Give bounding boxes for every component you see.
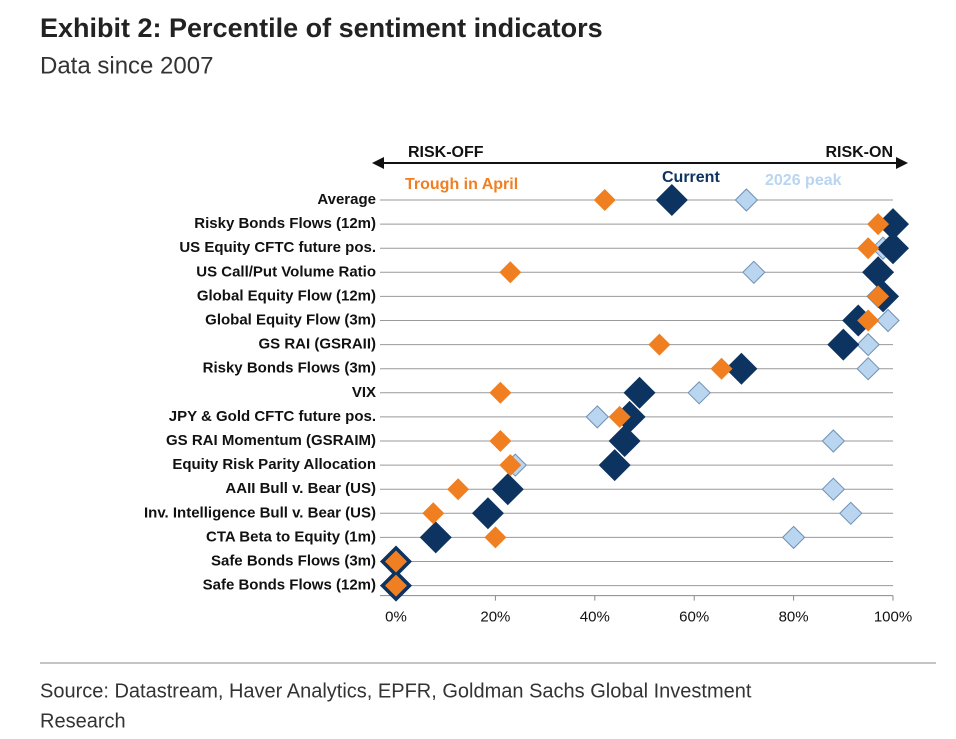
diamond-marker [827,328,860,361]
source: Research [40,710,126,732]
category-label: GS RAI (GSRAII) [258,336,376,353]
risk-on-label: RISK-ON [825,144,893,161]
category-label: Average [317,191,376,208]
diamond-marker [725,352,758,385]
diamond-marker [489,430,512,452]
category-label: Risky Bonds Flows (3m) [203,360,376,377]
category-label: Equity Risk Parity Allocation [172,456,376,473]
diamond-marker [419,521,452,554]
diamond-marker [742,260,766,285]
diamond-marker [593,189,616,211]
category-label: Global Equity Flow (12m) [197,287,376,304]
diamond-marker [608,405,631,428]
category-label: Safe Bonds Flows (12m) [203,577,376,594]
category-label: Inv. Intelligence Bull v. Bear (US) [144,504,376,521]
diamond-marker [491,473,524,506]
diamond-marker [877,208,909,241]
diamond-marker [877,232,909,265]
x-tick-label: 80% [779,609,809,626]
category-label: CTA Beta to Equity (1m) [206,528,376,545]
category-label: Global Equity Flow (3m) [205,311,376,328]
category-label: Safe Bonds Flows (3m) [211,552,376,569]
diamond-marker [821,477,846,501]
diamond-marker [385,550,407,573]
category-label: US Call/Put Volume Ratio [196,263,376,280]
category-label: Risky Bonds Flows (12m) [194,215,376,232]
diamond-marker [385,574,407,597]
diamond-marker [655,184,688,216]
diamond-marker [781,525,806,550]
diamond-marker [734,188,759,212]
diamond-marker [857,237,880,260]
x-tick-label: 100% [874,609,912,626]
risk-off-label: RISK-OFF [408,144,484,161]
diamond-marker [484,526,507,549]
diamond-marker [857,309,880,332]
category-label: GS RAI Momentum (GSRAIM) [166,432,376,449]
legend-label: Current [662,169,720,186]
diamond-marker [862,256,895,289]
chart-title: Exhibit 2: Percentile of sentiment indic… [40,13,603,43]
diamond-marker [687,381,711,405]
diamond-marker [876,308,900,333]
x-tick-label: 20% [480,609,510,626]
diamond-marker [623,376,656,409]
diamond-marker [585,405,609,429]
diamond-marker [839,501,863,526]
diamond-marker [489,381,512,404]
diamond-marker [867,213,890,236]
arrow-head-left [372,157,384,169]
diamond-marker [447,478,470,501]
diamond-marker [856,332,880,357]
source: Source: Datastream, Haver Analytics, EPF… [40,680,752,702]
category-label: JPY & Gold CFTC future pos. [169,408,376,425]
category-label: US Equity CFTC future pos. [179,239,376,256]
diamond-marker [499,261,522,284]
diamond-marker [608,425,641,457]
diamond-marker [422,502,445,525]
x-tick-label: 0% [385,609,407,626]
category-label: VIX [352,384,376,401]
arrow-head-right [896,157,908,169]
category-label: AAII Bull v. Bear (US) [225,480,376,497]
chart-subtitle: Data since 2007 [40,52,213,79]
diamond-marker [867,285,890,308]
diamond-marker [856,356,880,381]
legend-label: Trough in April [405,176,518,193]
diamond-marker [598,449,631,482]
legend-label: 2026 peak [765,172,842,189]
x-tick-label: 40% [580,609,610,626]
diamond-marker [710,357,733,380]
diamond-marker [648,333,671,356]
diamond-marker [821,429,846,453]
diamond-marker [471,497,504,530]
diamond-marker [499,454,522,477]
x-tick-label: 60% [679,609,709,626]
